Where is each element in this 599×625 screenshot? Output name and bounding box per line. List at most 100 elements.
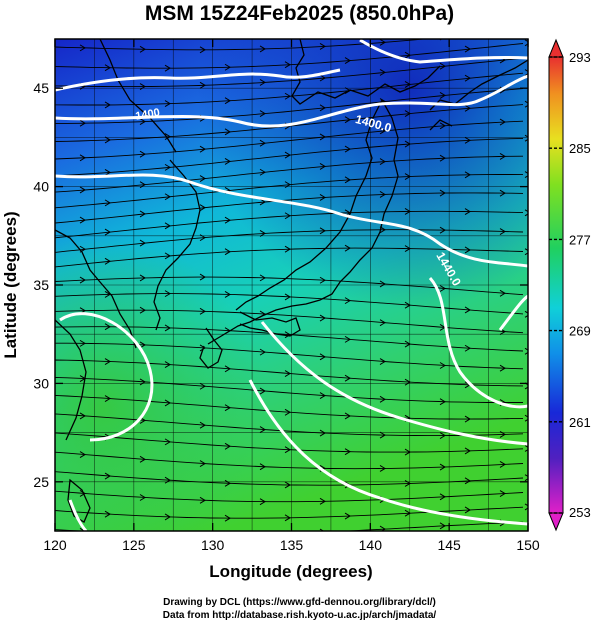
streamline-arrow xyxy=(524,100,528,108)
streamline-arrow xyxy=(224,291,231,298)
streamline-arrow xyxy=(379,127,386,135)
streamline-arrow xyxy=(224,248,231,256)
streamline-arrow xyxy=(139,150,146,158)
streamline-arrow xyxy=(524,474,528,482)
streamline-arrow xyxy=(224,365,231,373)
streamline-arrow xyxy=(404,208,411,215)
streamline-arrow xyxy=(404,378,411,386)
streamline-arrow xyxy=(104,472,111,480)
streamline xyxy=(55,174,524,209)
streamline-arrow xyxy=(164,513,171,521)
contour-line xyxy=(248,379,528,526)
streamline-arrow xyxy=(464,447,471,455)
streamline xyxy=(55,43,524,69)
streamline-arrow xyxy=(319,392,326,400)
streamline-arrow xyxy=(464,171,471,179)
streamline-arrow xyxy=(224,479,231,487)
streamline xyxy=(55,39,429,51)
streamline-arrow xyxy=(284,408,291,416)
streamline-arrow xyxy=(259,198,266,206)
streamline-arrow xyxy=(464,136,471,144)
streamline-arrow xyxy=(379,280,386,288)
streamline-arrow xyxy=(259,463,266,471)
colorbar-max-arrow xyxy=(548,38,564,58)
streamline-arrow xyxy=(499,228,506,235)
streamline-arrow xyxy=(379,39,386,46)
streamline-arrow xyxy=(224,157,231,165)
streamline-arrow xyxy=(259,168,266,176)
y-tick-label: 45 xyxy=(33,80,49,96)
y-tick-label: 35 xyxy=(33,277,49,293)
streamline-arrow xyxy=(404,480,411,487)
streamline-arrow xyxy=(524,248,528,256)
streamline-arrow xyxy=(139,45,146,53)
streamline-arrow xyxy=(439,362,446,369)
streamline-arrow xyxy=(344,297,351,305)
streamline-arrow xyxy=(499,289,506,297)
streamline-arrow xyxy=(439,189,446,197)
colorbar-scale xyxy=(548,56,564,514)
streamline-arrow xyxy=(319,74,326,82)
x-tick-label: 125 xyxy=(122,537,146,553)
streamline-arrow xyxy=(164,64,171,72)
y-axis: 25 30 35 40 45 xyxy=(33,80,528,490)
streamline-arrow xyxy=(199,204,206,212)
height-contours xyxy=(55,39,528,531)
streamline-arrow xyxy=(404,173,411,180)
streamline-arrow xyxy=(260,530,261,531)
streamline-arrow xyxy=(164,252,171,260)
contour-line xyxy=(68,499,88,531)
streamline xyxy=(55,229,524,253)
streamline-arrow xyxy=(259,78,266,86)
streamline-arrow xyxy=(524,171,528,179)
streamline-arrow xyxy=(224,442,231,450)
streamline-arrow xyxy=(344,145,351,153)
streamline-arrow xyxy=(259,139,266,147)
streamline-arrow xyxy=(104,228,111,236)
streamline-arrow xyxy=(524,134,528,142)
streamline-arrow xyxy=(439,285,446,292)
streamline-arrow xyxy=(404,301,411,309)
streamline-arrow xyxy=(224,63,231,71)
streamline-arrow xyxy=(344,335,351,343)
streamline-arrow xyxy=(139,306,146,314)
streamline-arrow xyxy=(199,421,206,429)
streamline xyxy=(55,359,524,387)
streamline-arrow xyxy=(79,451,86,459)
y-tick-label: 40 xyxy=(33,179,49,195)
streamline-arrow xyxy=(499,118,506,126)
contour-label: 1400 xyxy=(135,107,161,123)
streamline-arrow xyxy=(379,395,386,403)
streamline-arrow xyxy=(259,426,266,434)
streamline-arrow xyxy=(379,358,386,365)
x-tick-label: 150 xyxy=(516,537,540,553)
streamline-arrow xyxy=(104,64,111,72)
x-tick-label: 120 xyxy=(43,537,67,553)
streamline-arrow xyxy=(284,212,291,220)
streamline-arrow xyxy=(524,445,528,452)
contour-line xyxy=(359,39,528,64)
streamline-arrow xyxy=(224,514,231,522)
streamline-arrow xyxy=(464,104,471,112)
streamline-arrow xyxy=(319,429,326,437)
streamline xyxy=(55,432,524,453)
streamline-arrow xyxy=(464,415,471,423)
streamline-arrow xyxy=(379,525,386,531)
streamline-arrow xyxy=(79,154,86,162)
coastlines xyxy=(55,39,528,523)
streamline-arrow xyxy=(319,162,326,170)
streamline-arrow xyxy=(524,69,528,77)
streamline-arrow xyxy=(405,539,410,545)
streamline-arrow xyxy=(319,528,325,531)
streamline-arrow xyxy=(224,97,231,105)
streamline-arrow xyxy=(319,497,326,505)
streamline-arrow xyxy=(499,189,506,197)
streamline-arrow xyxy=(139,494,146,501)
streamline-arrow xyxy=(404,245,411,253)
streamline-arrow xyxy=(79,339,86,347)
streamline-arrow xyxy=(104,199,111,207)
streamline xyxy=(55,210,524,239)
streamline xyxy=(55,489,524,503)
streamline-arrow xyxy=(464,45,471,53)
streamline-arrow xyxy=(464,477,471,485)
